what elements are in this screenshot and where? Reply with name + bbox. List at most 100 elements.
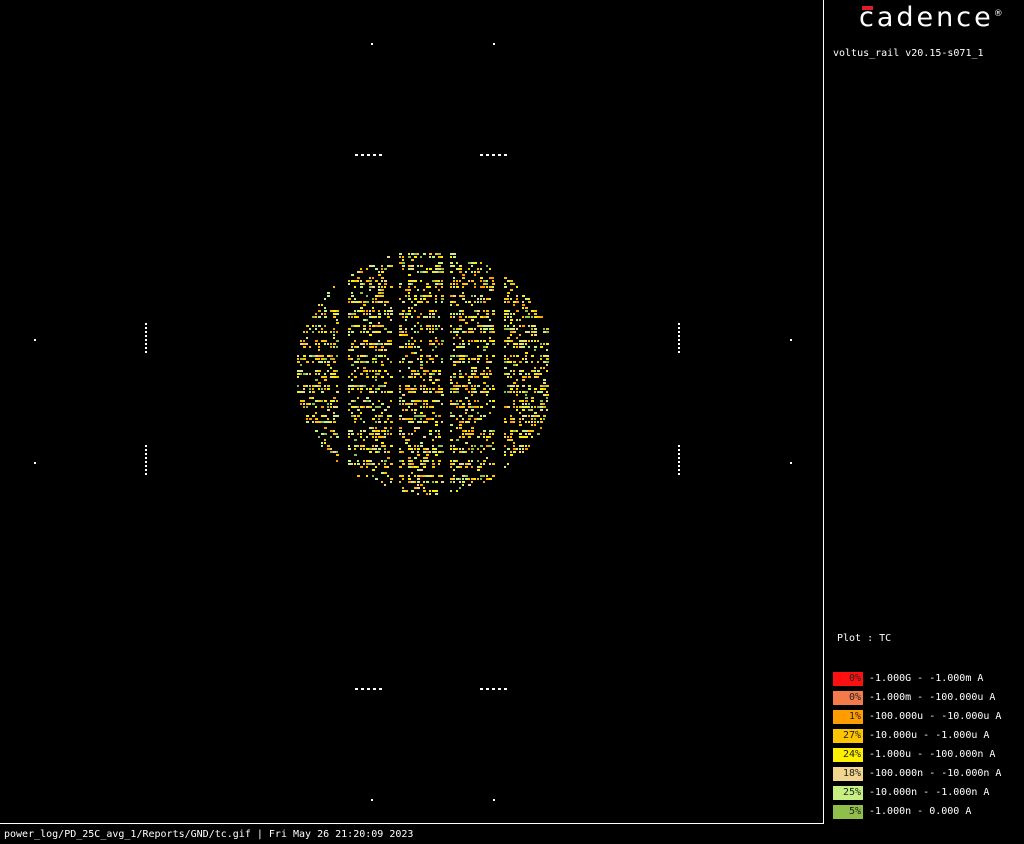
pin-marker bbox=[492, 154, 495, 156]
cell-dot bbox=[528, 385, 531, 387]
cell-dot bbox=[366, 448, 369, 450]
cell-dot bbox=[489, 268, 491, 270]
cell-dot bbox=[429, 388, 431, 390]
cell-dot bbox=[438, 379, 440, 381]
cell-dot bbox=[375, 295, 378, 297]
cell-current-dots bbox=[297, 253, 549, 495]
cell-dot bbox=[360, 412, 362, 414]
cell-dot bbox=[360, 385, 363, 387]
cell-dot bbox=[324, 298, 326, 300]
cell-dot bbox=[441, 295, 444, 297]
cell-dot bbox=[426, 403, 428, 405]
cell-dot bbox=[540, 343, 542, 345]
cell-dot bbox=[477, 478, 479, 480]
pin-marker bbox=[678, 445, 680, 447]
cell-dot bbox=[372, 265, 375, 267]
cell-dot bbox=[357, 385, 360, 387]
legend-range: -1.000u - -100.000n A bbox=[869, 749, 996, 760]
cell-dot bbox=[540, 421, 543, 423]
cell-dot bbox=[381, 289, 384, 291]
cell-dot bbox=[468, 262, 471, 264]
cell-dot bbox=[423, 403, 425, 405]
cell-dot bbox=[369, 451, 372, 453]
pin-marker bbox=[367, 688, 370, 690]
cell-dot bbox=[330, 430, 333, 432]
cell-dot bbox=[375, 439, 378, 441]
cell-dot bbox=[468, 382, 471, 384]
cell-dot bbox=[429, 376, 432, 378]
cell-dot bbox=[453, 301, 456, 303]
cell-dot bbox=[360, 418, 362, 420]
cell-dot bbox=[441, 421, 443, 423]
cell-dot bbox=[507, 328, 510, 330]
cell-dot bbox=[411, 259, 414, 261]
cell-dot bbox=[459, 325, 462, 327]
cell-dot bbox=[474, 373, 476, 375]
cell-dot bbox=[510, 298, 512, 300]
cell-dot bbox=[357, 415, 360, 417]
cell-dot bbox=[369, 427, 372, 429]
cell-dot bbox=[438, 325, 440, 327]
cell-dot bbox=[528, 403, 530, 405]
cell-dot bbox=[465, 331, 467, 333]
cell-dot bbox=[468, 316, 471, 318]
cell-dot bbox=[399, 346, 402, 348]
cell-dot bbox=[492, 310, 495, 312]
cell-dot bbox=[351, 415, 354, 417]
cell-dot bbox=[315, 373, 317, 375]
cell-dot bbox=[306, 421, 309, 423]
cell-dot bbox=[462, 451, 465, 453]
cell-dot bbox=[432, 481, 434, 483]
cell-dot bbox=[492, 277, 494, 279]
cell-dot bbox=[390, 319, 392, 321]
pin-marker bbox=[678, 323, 680, 325]
pin-marker bbox=[145, 461, 147, 463]
cell-dot bbox=[318, 436, 320, 438]
cell-dot bbox=[372, 316, 375, 318]
cell-dot bbox=[525, 316, 528, 318]
cell-dot bbox=[462, 286, 464, 288]
cell-dot bbox=[378, 274, 381, 276]
cell-dot bbox=[357, 280, 359, 282]
cell-dot bbox=[300, 364, 302, 366]
cell-dot bbox=[483, 298, 485, 300]
cell-dot bbox=[438, 289, 440, 291]
cell-dot bbox=[522, 448, 524, 450]
cell-dot bbox=[408, 298, 411, 300]
cell-dot bbox=[369, 313, 371, 315]
cell-dot bbox=[363, 460, 365, 462]
cell-dot bbox=[375, 355, 377, 357]
cell-dot bbox=[423, 271, 426, 273]
cell-dot bbox=[333, 430, 335, 432]
cell-dot bbox=[324, 343, 326, 345]
cell-dot bbox=[465, 373, 467, 375]
cell-dot bbox=[516, 310, 519, 312]
cell-dot bbox=[507, 301, 510, 303]
cell-dot bbox=[414, 286, 416, 288]
cell-dot bbox=[471, 295, 473, 297]
cell-dot bbox=[519, 340, 522, 342]
cell-dot bbox=[486, 361, 489, 363]
cell-dot bbox=[435, 451, 437, 453]
cell-dot bbox=[351, 316, 353, 318]
cell-dot bbox=[423, 421, 426, 423]
cell-dot bbox=[534, 391, 536, 393]
cell-dot bbox=[414, 256, 417, 258]
cell-dot bbox=[438, 388, 441, 390]
cell-dot bbox=[384, 460, 387, 462]
cell-dot bbox=[531, 355, 534, 357]
cell-dot bbox=[369, 343, 372, 345]
cell-dot bbox=[516, 328, 518, 330]
cell-dot bbox=[432, 466, 435, 468]
cell-dot bbox=[354, 310, 356, 312]
cell-dot bbox=[414, 346, 416, 348]
cell-dot bbox=[435, 280, 438, 282]
cell-dot bbox=[414, 325, 416, 327]
cell-dot bbox=[516, 364, 518, 366]
cell-dot bbox=[456, 385, 459, 387]
cell-dot bbox=[534, 412, 537, 414]
cell-dot bbox=[471, 409, 474, 411]
cell-dot bbox=[504, 421, 507, 423]
cell-dot bbox=[363, 400, 366, 402]
cell-dot bbox=[441, 286, 443, 288]
